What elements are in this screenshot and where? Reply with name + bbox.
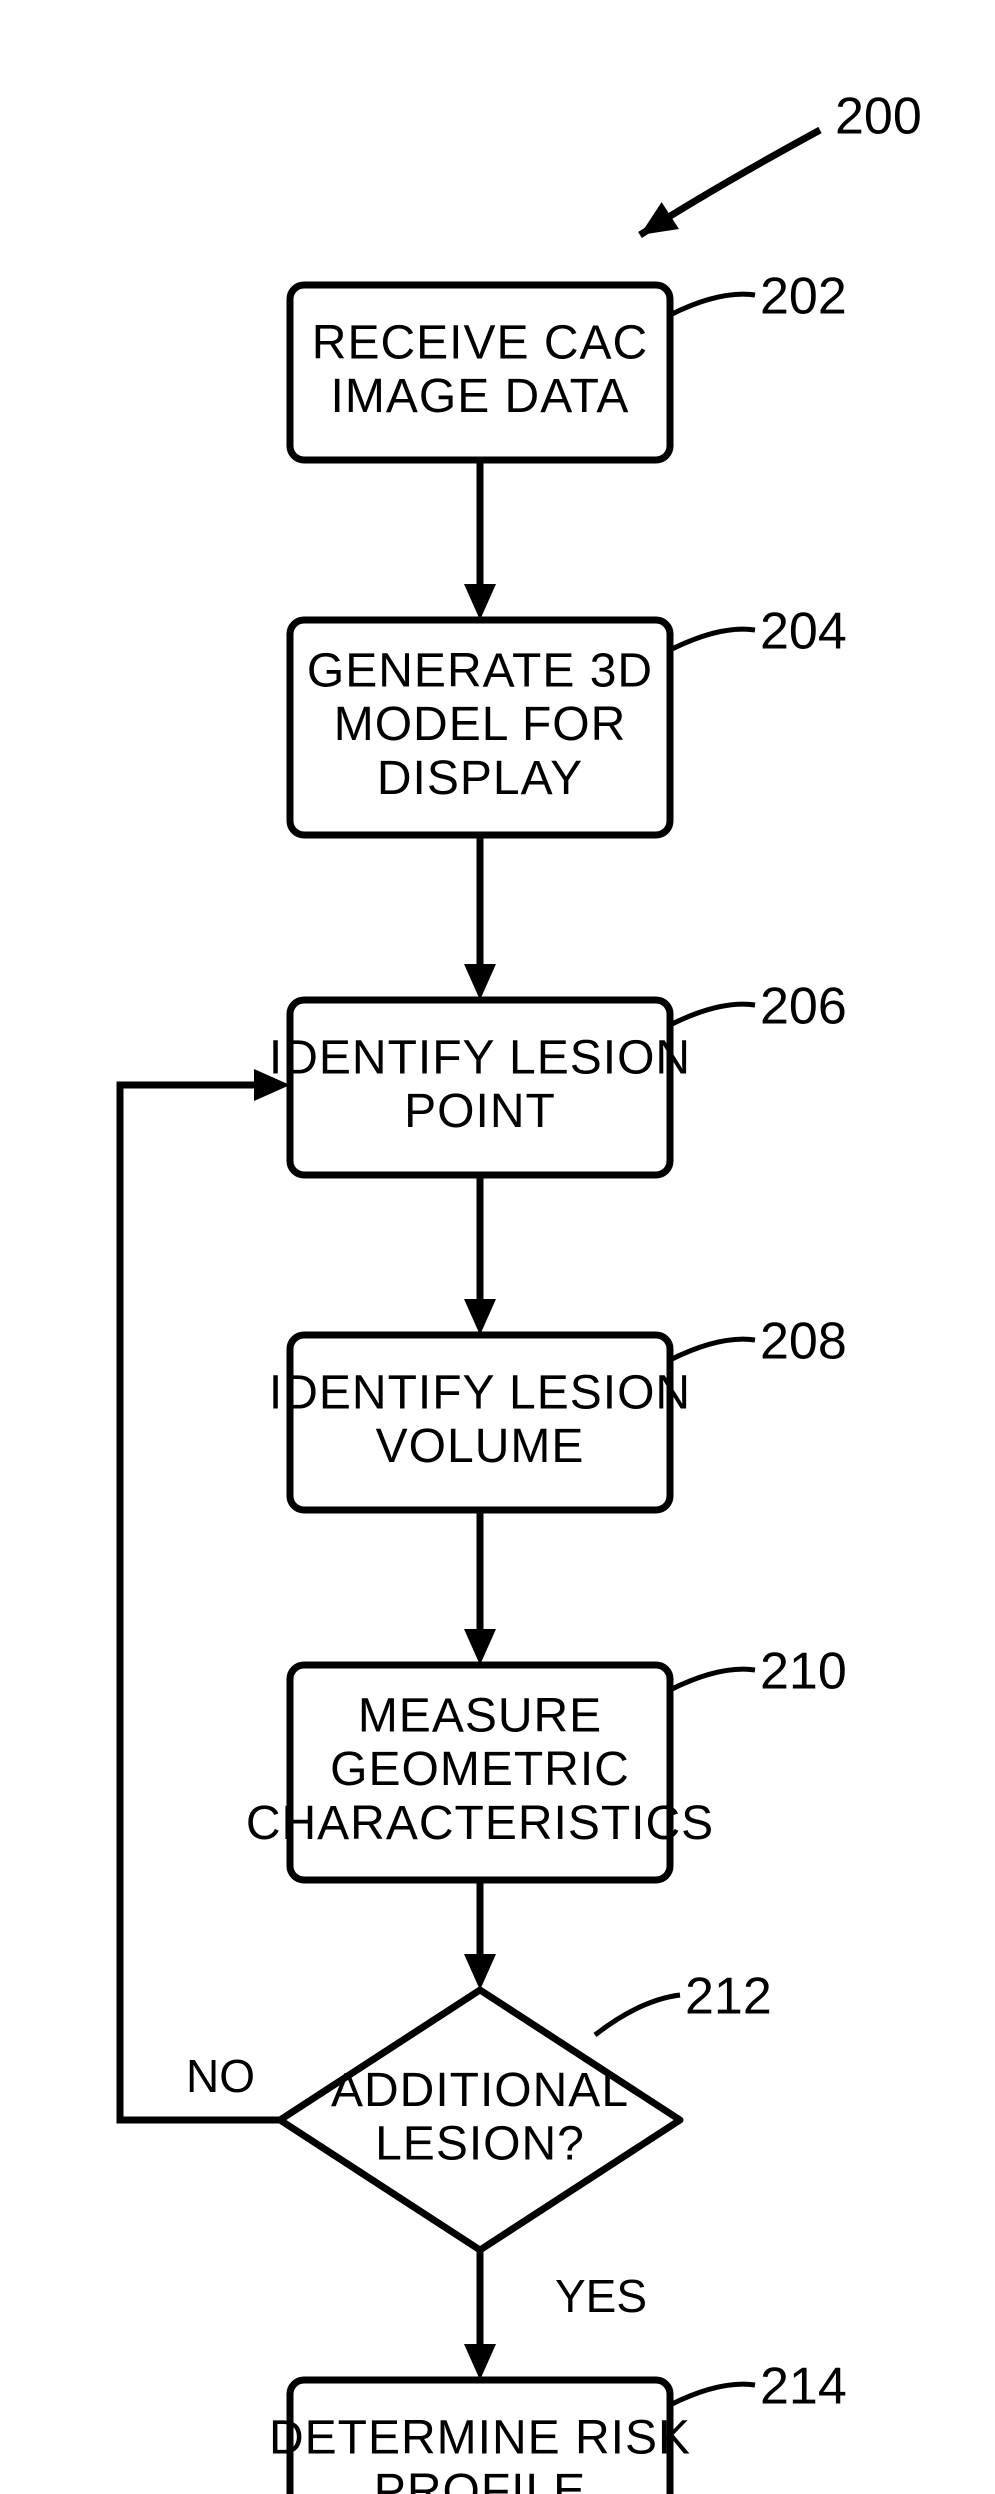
node-label: GEOMETRIC	[330, 1743, 630, 1796]
ref-number: 210	[760, 1643, 847, 1701]
flowchart-node-210: MEASUREGEOMETRICCHARACTERISTICS 210	[246, 1643, 847, 1880]
ref-number: 202	[760, 268, 847, 326]
edge-label: NO	[186, 2050, 255, 2102]
ref-number: 208	[760, 1313, 847, 1371]
node-label: CHARACTERISTICS	[246, 1797, 714, 1850]
edge-label: YES	[555, 2270, 647, 2322]
flowchart-node-208: IDENTIFY LESIONVOLUME 208	[269, 1313, 847, 1510]
ref-number: 214	[760, 2358, 847, 2416]
node-label: PROFILE	[374, 2465, 586, 2494]
node-label: IDENTIFY LESION	[269, 1031, 691, 1084]
ref-number: 206	[760, 978, 847, 1036]
node-label: VOLUME	[376, 1420, 585, 1473]
node-label: LESION?	[375, 2118, 585, 2171]
flowchart-node-202: RECEIVE CACIMAGE DATA 202	[290, 268, 847, 460]
flowchart-node-204: GENERATE 3DMODEL FORDISPLAY 204	[290, 603, 847, 835]
node-label: ADDITIONAL	[331, 2064, 629, 2117]
node-label: DISPLAY	[377, 752, 583, 805]
flowchart-node-206: IDENTIFY LESIONPOINT 206	[269, 978, 847, 1175]
node-label: IMAGE DATA	[331, 370, 630, 423]
ref-number: 212	[685, 1968, 772, 2026]
ref-number: 204	[760, 603, 847, 661]
node-label: MODEL FOR	[334, 698, 627, 751]
node-label: GENERATE 3D	[307, 644, 653, 697]
flowchart-edge: YES	[555, 2270, 647, 2322]
flowchart-edge: NO	[186, 2050, 255, 2102]
node-label: DETERMINE RISK	[269, 2411, 691, 2464]
node-label: POINT	[404, 1085, 556, 1138]
flowchart-node-212: ADDITIONALLESION? 212	[280, 1968, 772, 2250]
node-label: MEASURE	[358, 1689, 602, 1742]
flowchart-node-214: DETERMINE RISKPROFILE 214	[269, 2358, 847, 2494]
flowchart-ref-200: 200	[835, 88, 922, 146]
node-label: RECEIVE CAC	[312, 316, 648, 369]
node-label: IDENTIFY LESION	[269, 1366, 691, 1419]
